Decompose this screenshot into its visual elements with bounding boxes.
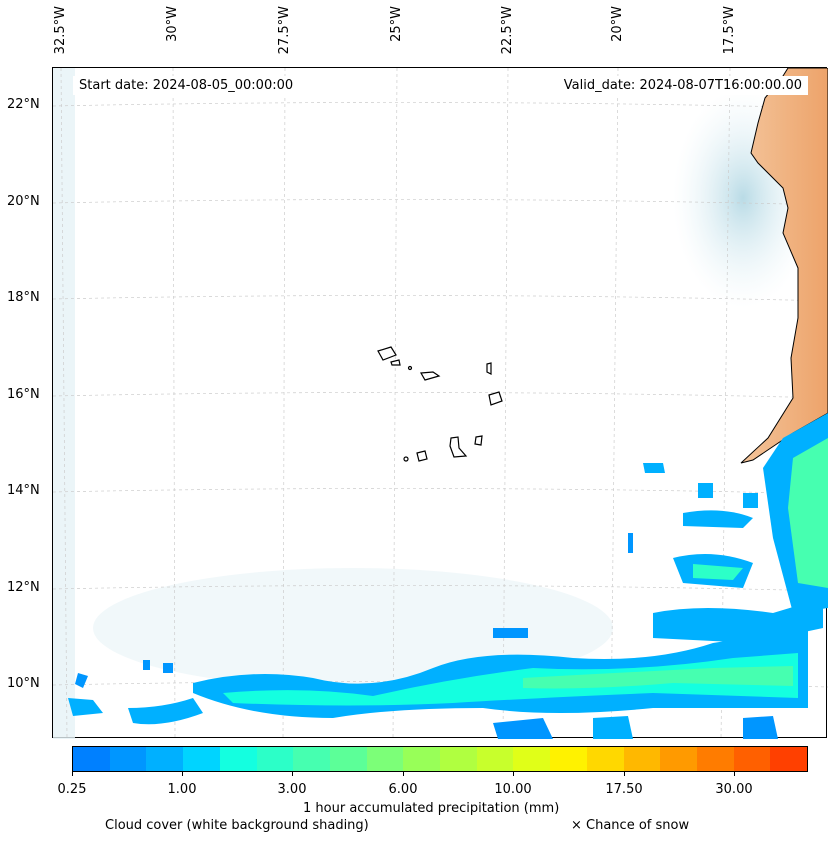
- colorbar-tick-label: 17.50: [605, 782, 643, 797]
- colorbar-bin: [329, 747, 367, 771]
- map-canvas: [52, 67, 829, 740]
- colorbar-bin: [366, 747, 404, 771]
- colorbar-bin: [696, 747, 734, 771]
- colorbar-tick-mark: [513, 772, 514, 776]
- colorbar-bin: [183, 747, 220, 771]
- colorbar-bin: [623, 747, 661, 771]
- colorbar-tick-label: 10.00: [494, 782, 532, 797]
- colorbar-bin: [550, 747, 587, 771]
- colorbar-bin: [219, 747, 257, 771]
- colorbar-tick-mark: [624, 772, 625, 776]
- lon-label: 30°W: [165, 6, 180, 42]
- colorbar-bin: [146, 747, 184, 771]
- lon-label: 32.5°W: [53, 6, 68, 55]
- colorbar-bin: [293, 747, 330, 771]
- colorbar-bin: [770, 747, 808, 771]
- colorbar-tick-mark: [403, 772, 404, 776]
- colorbar-tick-mark: [734, 772, 735, 776]
- precipitation-colorbar: [72, 746, 808, 772]
- colorbar-tick-mark: [182, 772, 183, 776]
- lon-label: 22.5°W: [500, 6, 515, 55]
- valid-date-label: Valid_date: 2024-08-07T16:00:00.00: [557, 76, 808, 95]
- colorbar-tick-label: 6.00: [388, 782, 418, 797]
- lat-label: 12°N: [7, 580, 40, 595]
- colorbar-bin: [109, 747, 147, 771]
- lon-label: 27.5°W: [277, 6, 292, 55]
- lon-label: 25°W: [389, 6, 404, 42]
- lat-label: 22°N: [7, 97, 40, 112]
- colorbar-bin: [440, 747, 477, 771]
- colorbar-tick-label: 1.00: [167, 782, 197, 797]
- snow-legend: × Chance of snow: [571, 818, 690, 833]
- lat-label: 10°N: [7, 676, 40, 691]
- colorbar-bin: [513, 747, 551, 771]
- cloud-cover-legend: Cloud cover (white background shading): [105, 818, 369, 833]
- colorbar-bin: [733, 747, 771, 771]
- colorbar-tick-mark: [292, 772, 293, 776]
- colorbar-tick-label: 30.00: [715, 782, 753, 797]
- colorbar-bin: [403, 747, 441, 771]
- precipitation-contours: [68, 413, 828, 739]
- colorbar-tick-mark: [72, 772, 73, 776]
- colorbar-bin: [476, 747, 514, 771]
- colorbar-bin: [256, 747, 294, 771]
- start-date-label: Start date: 2024-08-05_00:00:00: [73, 76, 300, 95]
- colorbar-tick-label: 0.25: [57, 782, 87, 797]
- cape-verde-islands: [377, 346, 503, 462]
- colorbar-tick-label: 3.00: [277, 782, 307, 797]
- lat-label: 18°N: [7, 290, 40, 305]
- lon-label: 20°W: [610, 6, 625, 42]
- lat-label: 14°N: [7, 483, 40, 498]
- colorbar-bin: [586, 747, 624, 771]
- colorbar-title: 1 hour accumulated precipitation (mm): [303, 801, 560, 816]
- lat-label: 16°N: [7, 387, 40, 402]
- colorbar-bin: [660, 747, 697, 771]
- map-panel: Start date: 2024-08-05_00:00:00 Valid_da…: [52, 67, 829, 740]
- lat-label: 20°N: [7, 194, 40, 209]
- colorbar-bin: [73, 747, 110, 771]
- lon-label: 17.5°W: [722, 6, 737, 55]
